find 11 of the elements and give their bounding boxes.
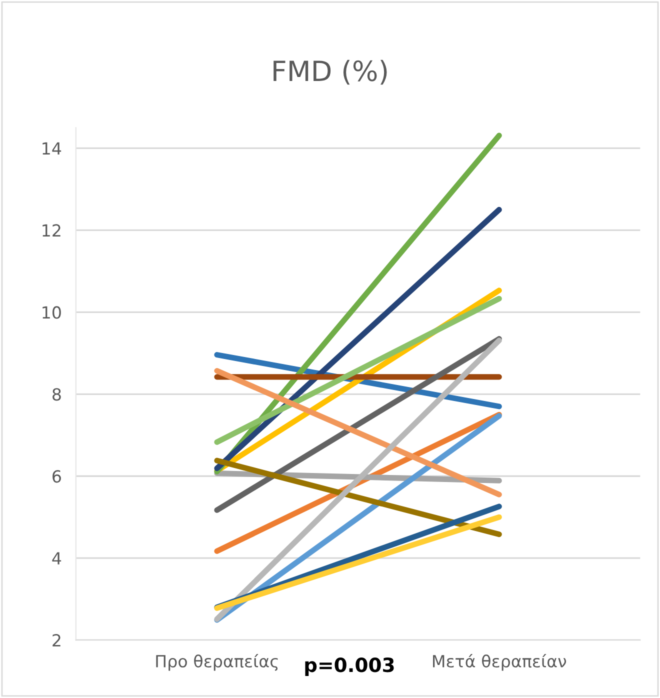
y-tick-label: 14 xyxy=(42,142,62,155)
y-tick-label: 6 xyxy=(52,470,61,483)
y-tick-label: 12 xyxy=(42,224,60,237)
y-tick-label: 8 xyxy=(52,388,61,401)
y-tick-label: 2 xyxy=(52,634,60,646)
y-tick-label: 4 xyxy=(52,552,62,564)
chart-title: FMD (%) xyxy=(274,60,387,85)
x-tick-label: Προ θεραπείας xyxy=(156,654,278,671)
y-tick-label: 10 xyxy=(42,306,61,319)
text: p=0.003 xyxy=(305,658,394,676)
x-tick-label: Μετά θεραπείαν xyxy=(433,654,566,671)
